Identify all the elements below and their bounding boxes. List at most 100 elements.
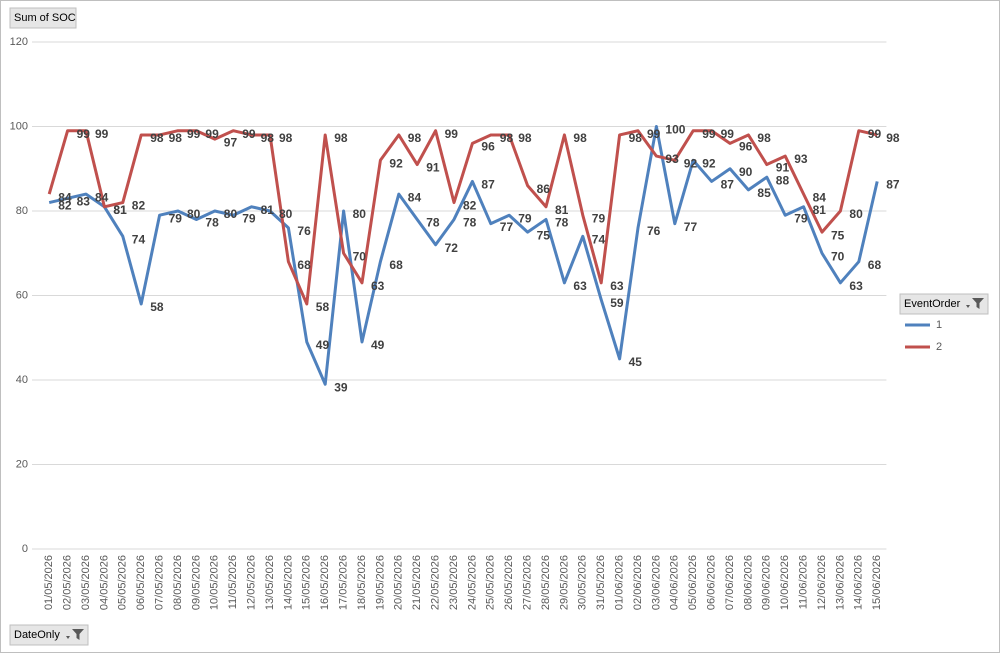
data-label: 99 <box>702 127 716 141</box>
data-label: 77 <box>684 220 698 234</box>
y-tick-label: 100 <box>10 120 28 132</box>
data-label: 99 <box>445 127 459 141</box>
y-tick-label: 40 <box>16 374 28 386</box>
data-label: 98 <box>150 131 164 145</box>
data-label: 75 <box>831 228 845 242</box>
data-label: 97 <box>224 135 238 149</box>
data-label: 99 <box>647 127 661 141</box>
x-tick-label: 12/06/2026 <box>816 555 828 610</box>
x-tick-label: 07/05/2026 <box>154 555 166 610</box>
data-label: 68 <box>868 258 882 272</box>
x-tick-label: 04/05/2026 <box>98 555 110 610</box>
x-tick-label: 11/05/2026 <box>227 555 239 609</box>
x-tick-label: 30/05/2026 <box>577 555 589 610</box>
x-tick-label: 15/05/2026 <box>301 555 313 610</box>
data-label: 79 <box>169 211 183 225</box>
data-label: 58 <box>316 300 330 314</box>
data-label: 99 <box>242 127 256 141</box>
y-tick-label: 120 <box>10 36 28 48</box>
x-tick-label: 02/05/2026 <box>62 555 74 610</box>
data-label: 58 <box>150 300 164 314</box>
data-label: 99 <box>868 127 882 141</box>
data-label: 78 <box>426 216 440 230</box>
data-label: 98 <box>573 131 587 145</box>
button-label: DateOnly <box>14 629 60 641</box>
data-label: 79 <box>794 211 808 225</box>
x-tick-label: 06/05/2026 <box>135 555 147 610</box>
data-label: 86 <box>537 182 551 196</box>
x-tick-label: 24/05/2026 <box>466 555 478 610</box>
x-tick-label: 08/06/2026 <box>742 555 754 610</box>
x-tick-label: 29/05/2026 <box>558 555 570 610</box>
x-tick-label: 03/05/2026 <box>80 555 92 610</box>
button-box <box>9 624 89 646</box>
x-tick-label: 08/05/2026 <box>172 555 184 610</box>
data-label: 81 <box>113 203 127 217</box>
data-label: 93 <box>794 152 808 166</box>
data-label: 98 <box>629 131 643 145</box>
button-label: EventOrder <box>904 298 961 310</box>
data-label: 92 <box>684 156 698 170</box>
x-tick-label: 05/05/2026 <box>117 555 129 610</box>
x-tick-label: 23/05/2026 <box>448 555 460 610</box>
x-tick-label: 07/06/2026 <box>724 555 736 610</box>
data-label: 98 <box>334 131 348 145</box>
y-tick-label: 80 <box>16 205 28 217</box>
x-tick-label: 13/05/2026 <box>264 555 276 610</box>
data-label: 82 <box>463 199 477 213</box>
data-label: 93 <box>665 152 679 166</box>
x-tick-label: 22/05/2026 <box>430 555 442 610</box>
data-label: 80 <box>849 207 863 221</box>
x-tick-label: 17/05/2026 <box>338 555 350 610</box>
data-label: 84 <box>95 190 109 204</box>
data-label: 78 <box>463 216 477 230</box>
data-label: 77 <box>500 220 514 234</box>
x-tick-label: 09/05/2026 <box>190 555 202 610</box>
x-tick-label: 06/06/2026 <box>706 555 718 610</box>
data-label: 98 <box>279 131 293 145</box>
data-label: 78 <box>205 216 219 230</box>
data-label: 72 <box>445 241 459 255</box>
x-tick-label: 19/05/2026 <box>374 555 386 610</box>
data-label: 68 <box>297 258 311 272</box>
data-label: 99 <box>205 127 219 141</box>
data-label: 49 <box>316 338 330 352</box>
data-label: 74 <box>592 233 606 247</box>
data-label: 70 <box>353 249 367 263</box>
data-label: 87 <box>721 178 735 192</box>
data-label: 79 <box>242 211 256 225</box>
x-tick-label: 11/06/2026 <box>798 555 810 609</box>
data-label: 80 <box>224 207 238 221</box>
data-label: 96 <box>739 140 753 154</box>
data-label: 82 <box>132 199 146 213</box>
button-label: Sum of SOC <box>14 12 76 24</box>
data-label: 98 <box>518 131 532 145</box>
data-label: 59 <box>610 296 624 310</box>
data-label: 90 <box>739 165 753 179</box>
data-label: 99 <box>95 127 109 141</box>
x-tick-label: 09/06/2026 <box>761 555 773 610</box>
axis-field-button[interactable]: DateOnly <box>9 624 89 646</box>
x-tick-label: 27/05/2026 <box>522 555 534 610</box>
filter-icon <box>966 298 984 309</box>
data-label: 63 <box>573 279 587 293</box>
x-tick-label: 02/06/2026 <box>632 555 644 610</box>
data-label: 99 <box>187 127 201 141</box>
value-field-button[interactable]: Sum of SOC <box>9 7 77 29</box>
legend-field-button[interactable]: EventOrder <box>899 293 989 315</box>
data-label: 99 <box>77 127 91 141</box>
data-label: 49 <box>371 338 385 352</box>
x-tick-label: 25/05/2026 <box>485 555 497 610</box>
data-label: 74 <box>132 233 146 247</box>
data-label: 80 <box>187 207 201 221</box>
x-tick-label: 31/05/2026 <box>595 555 607 610</box>
data-label: 81 <box>261 203 275 217</box>
legend-label: 1 <box>936 319 942 331</box>
x-tick-label: 14/06/2026 <box>853 555 865 610</box>
x-tick-label: 03/06/2026 <box>650 555 662 610</box>
data-label: 63 <box>849 279 863 293</box>
x-tick-label: 20/05/2026 <box>393 555 405 610</box>
